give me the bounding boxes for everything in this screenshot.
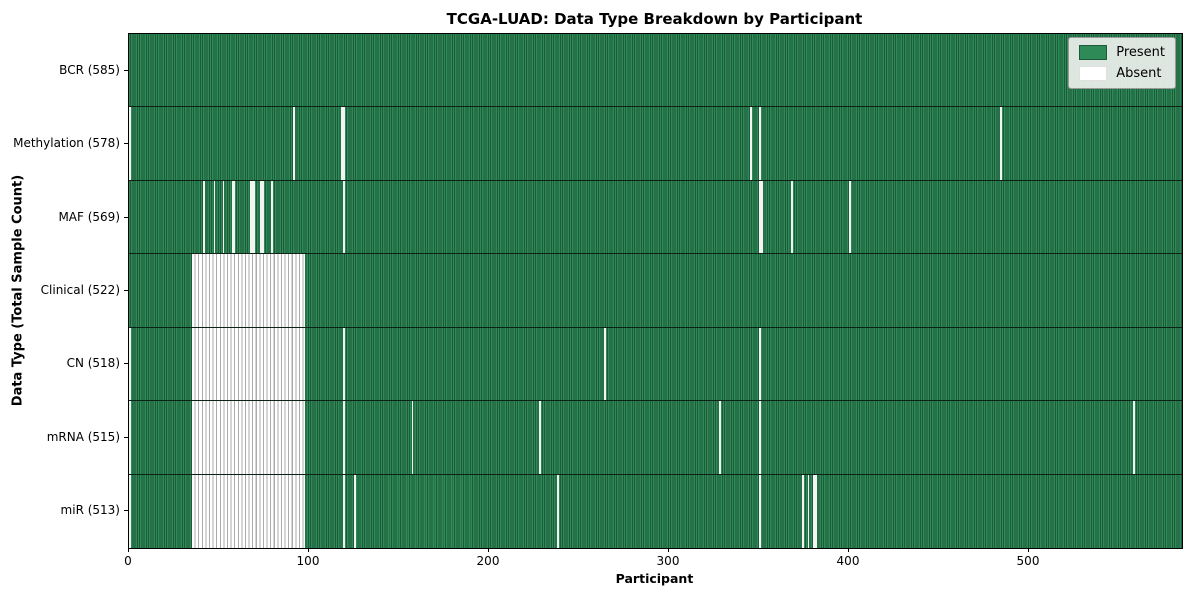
x-tick-mark (848, 548, 849, 552)
absent-segment (539, 401, 542, 474)
x-tick-label-200: 200 (476, 554, 500, 568)
y-tick-mark (124, 363, 128, 365)
x-axis-label: Participant (615, 571, 694, 586)
x-tick-mark (668, 548, 669, 552)
legend-item-absent: Absent (1079, 66, 1165, 81)
heatmap-row-mir (129, 474, 1182, 548)
y-tick-label-methylation: Methylation (578) (13, 136, 120, 151)
absent-segment (719, 401, 722, 474)
heatmap-row-clinical (129, 254, 1182, 328)
x-tick-mark (128, 548, 129, 552)
y-tick-label-maf: MAF (569) (58, 209, 120, 224)
absent-segment (759, 474, 761, 548)
legend-swatch-absent (1079, 66, 1108, 81)
absent-segment (343, 401, 345, 474)
absent-segment (807, 474, 810, 548)
absent-segment (1000, 107, 1002, 180)
legend-label: Absent (1116, 66, 1162, 81)
heatmap-row-cn (129, 327, 1182, 402)
absent-segment (604, 327, 606, 401)
y-tick-mark (124, 143, 128, 145)
absent-segment (260, 180, 264, 254)
x-tick-label-100: 100 (296, 554, 320, 568)
absent-segment (129, 107, 131, 180)
absent-segment (343, 180, 345, 254)
x-tick-mark (308, 548, 309, 552)
absent-segment (192, 327, 306, 401)
x-tick-label-300: 300 (656, 554, 680, 568)
y-tick-label-mrna: mRNA (515) (46, 429, 120, 444)
absent-segment (1133, 401, 1136, 474)
y-tick-mark (124, 290, 128, 291)
absent-segment (129, 401, 131, 474)
legend-label: Present (1116, 45, 1165, 60)
heatmap-row-maf (129, 180, 1182, 255)
y-tick-label-cn: CN (518) (66, 356, 120, 371)
heatmap-row-methylation (129, 107, 1182, 181)
absent-segment (791, 180, 794, 254)
legend: Present Absent (1068, 37, 1176, 89)
absent-segment (343, 327, 345, 401)
heatmap-row-mrna (129, 401, 1182, 475)
y-tick-label-clinical: Clinical (522) (40, 283, 120, 297)
chart-title: TCGA-LUAD: Data Type Breakdown by Partic… (446, 10, 863, 28)
x-tick-label-500: 500 (1016, 554, 1040, 568)
absent-segment (802, 474, 804, 548)
absent-segment (813, 474, 817, 548)
x-tick-label-0: 0 (124, 554, 132, 568)
y-tick-label-mir: miR (513) (60, 503, 120, 518)
plot-area (128, 33, 1183, 549)
absent-segment (557, 474, 560, 548)
absent-segment (343, 474, 345, 548)
absent-segment (750, 107, 752, 180)
absent-segment (213, 180, 216, 254)
x-tick-label-400: 400 (836, 554, 860, 568)
absent-segment (231, 180, 236, 254)
absent-segment (849, 180, 851, 254)
absent-segment (192, 474, 306, 548)
heatmap-row-bcr (129, 34, 1182, 108)
x-tick-mark (488, 548, 489, 552)
absent-segment (129, 474, 131, 548)
absent-segment (759, 107, 761, 180)
absent-segment (292, 107, 295, 180)
legend-item-present: Present (1079, 45, 1165, 60)
absent-segment (192, 401, 306, 474)
absent-segment (759, 180, 763, 254)
absent-segment (202, 180, 205, 254)
absent-segment (249, 180, 255, 254)
y-tick-mark (124, 436, 128, 438)
absent-segment (759, 401, 761, 474)
y-tick-mark (124, 510, 128, 512)
absent-segment (411, 401, 414, 474)
absent-segment (354, 474, 356, 548)
x-tick-mark (1028, 548, 1029, 552)
y-tick-mark (124, 216, 128, 218)
y-tick-label-bcr: BCR (585) (59, 62, 120, 77)
legend-swatch-present (1079, 45, 1108, 60)
absent-segment (271, 180, 273, 254)
absent-segment (192, 254, 306, 327)
y-tick-mark (124, 69, 128, 71)
absent-segment (341, 107, 345, 180)
absent-segment (222, 180, 225, 254)
absent-segment (759, 327, 761, 401)
absent-segment (129, 327, 131, 401)
